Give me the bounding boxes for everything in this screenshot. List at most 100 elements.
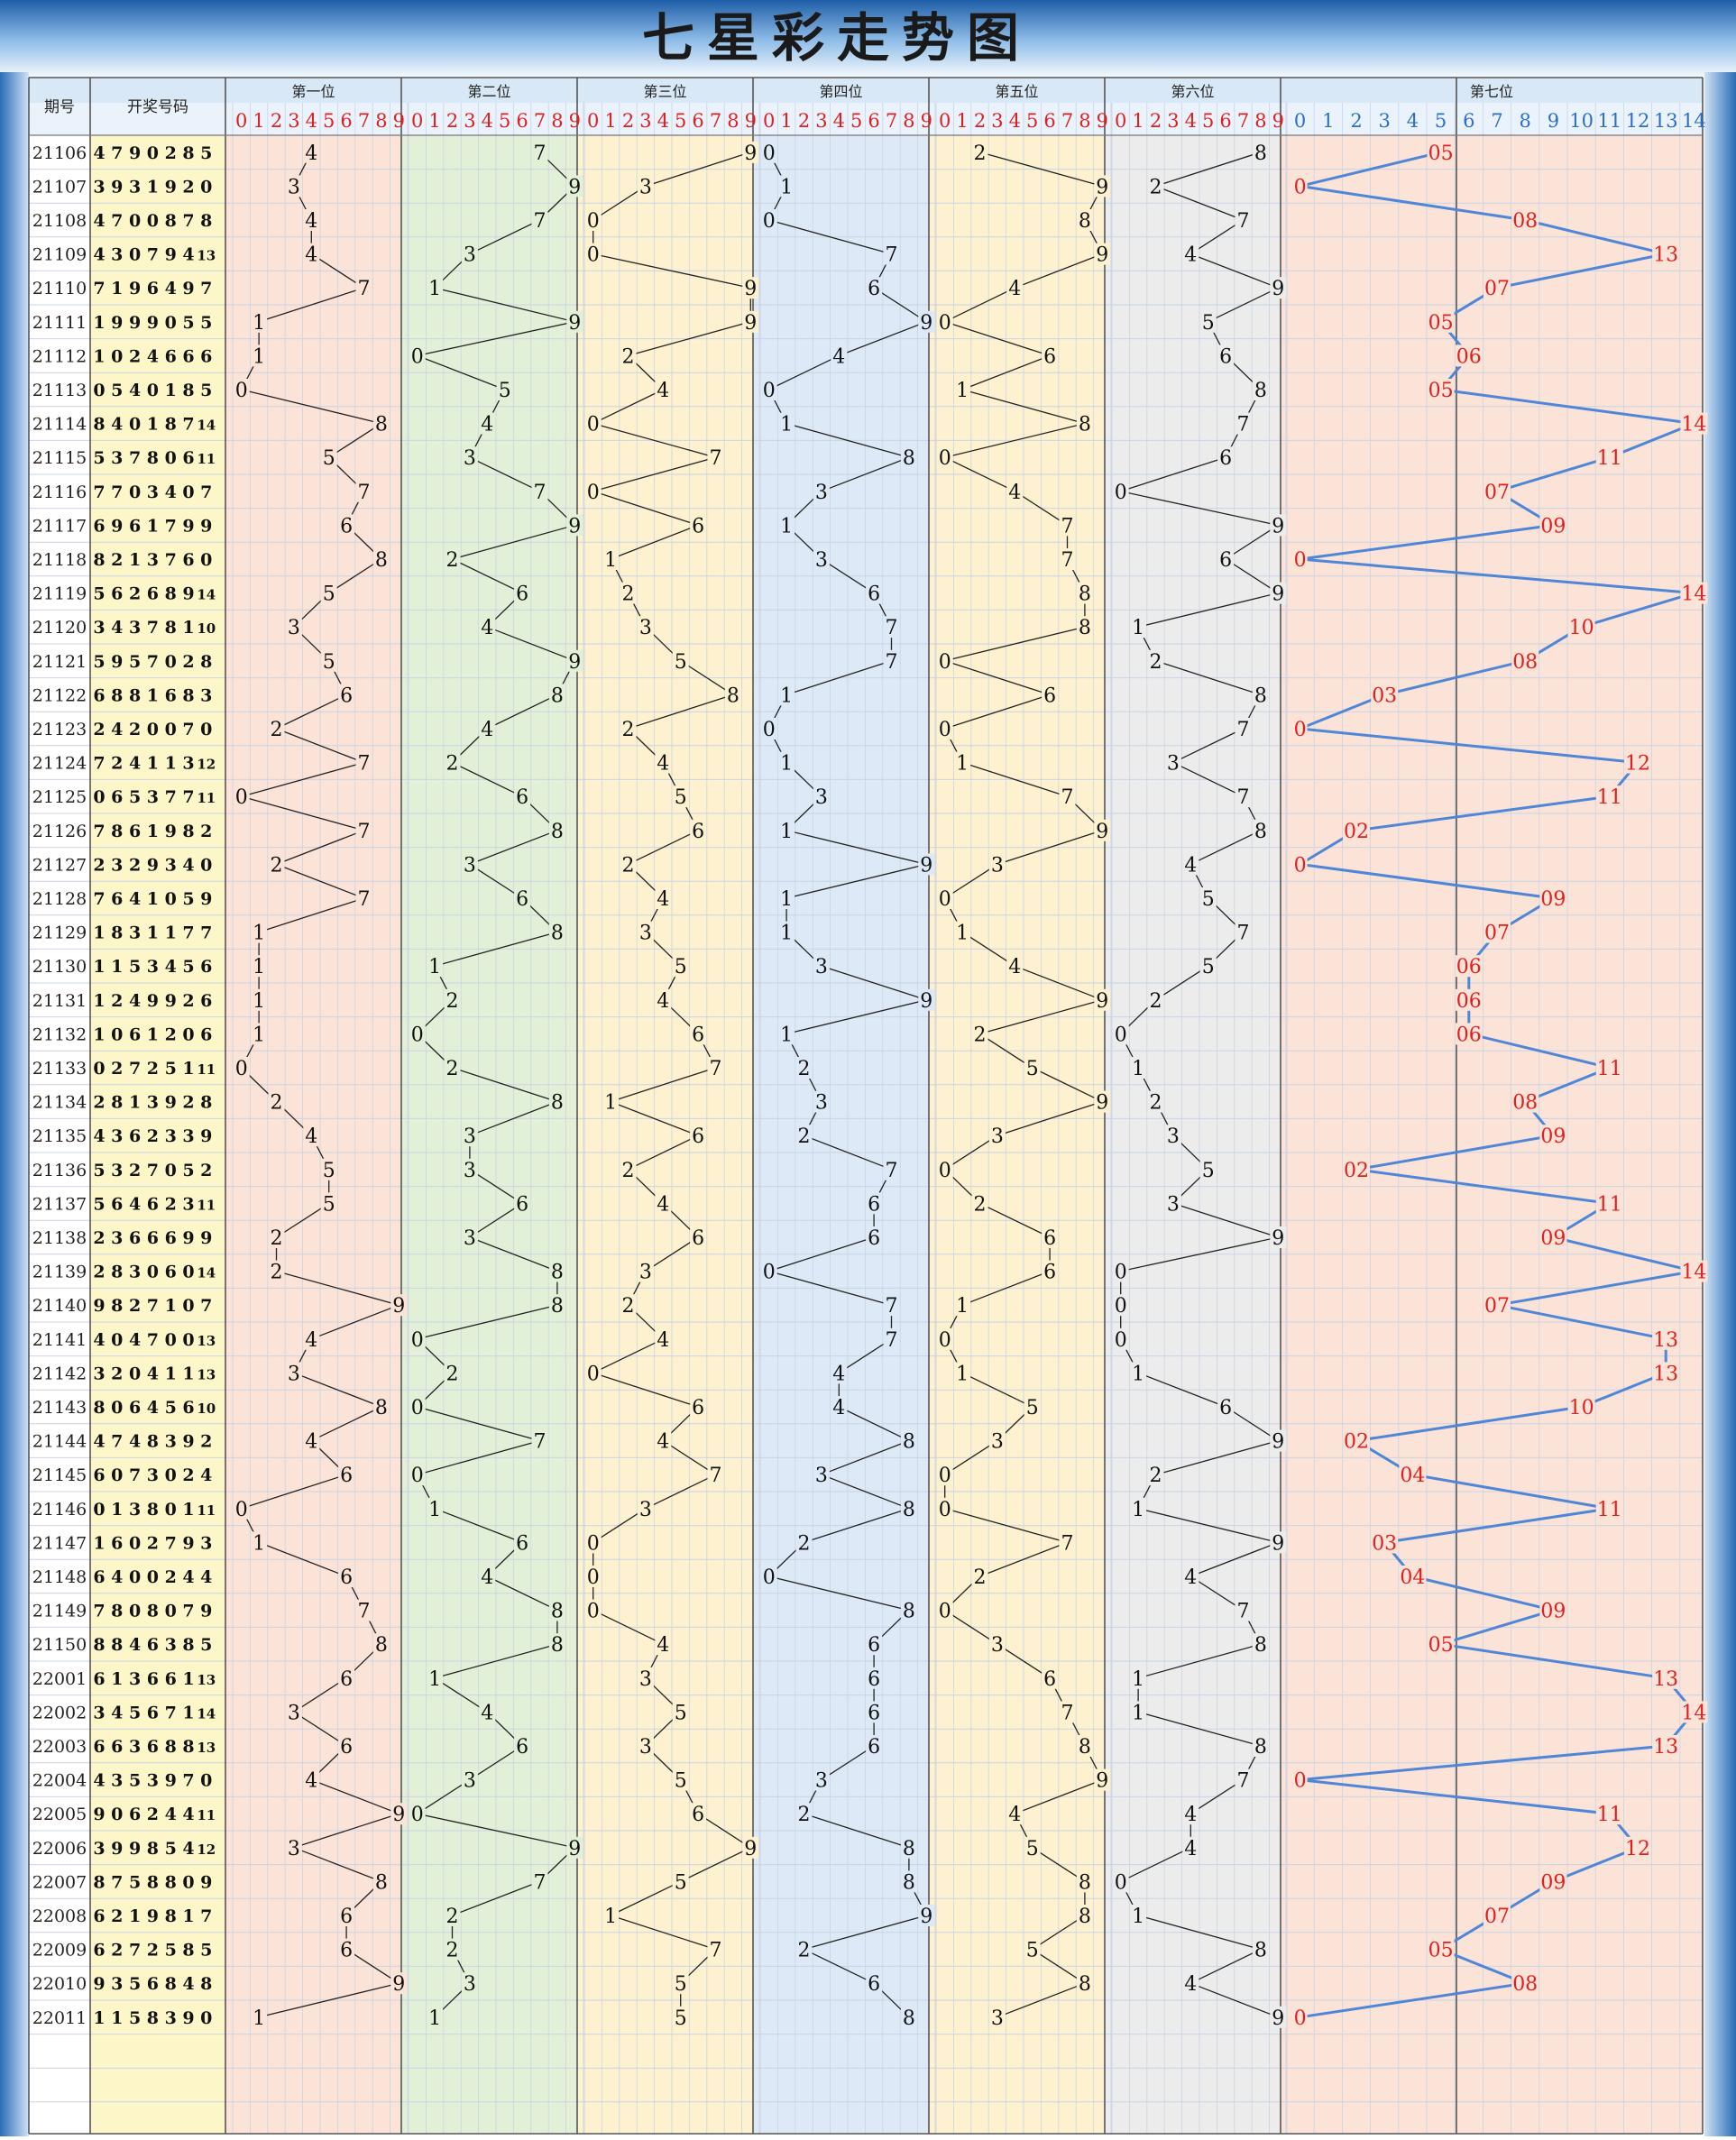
digit-tick-label: 8 <box>1079 110 1090 132</box>
position-5-value: 8 <box>1079 583 1091 606</box>
position-1-value: 4 <box>305 1329 317 1352</box>
value-mark-bg <box>936 649 953 672</box>
value-mark-bg <box>320 446 337 469</box>
draw-number-cell: 1 <box>93 1533 105 1553</box>
draw-number-cell: 9 <box>200 1602 212 1621</box>
position-6-value: 6 <box>1219 1397 1232 1419</box>
value-mark-bg <box>1270 277 1287 299</box>
position-3-trend-segment <box>592 389 664 425</box>
draw-number-cell: 6 <box>111 1737 123 1757</box>
digit-tick-label: 3 <box>1167 110 1179 132</box>
value-mark-bg <box>444 1938 461 1961</box>
value-mark-bg <box>390 1294 408 1317</box>
position-6-value: 7 <box>1237 719 1250 741</box>
value-mark-bg <box>461 1125 478 1147</box>
value-mark-bg <box>1539 1226 1567 1248</box>
draw-number-cell: 4 <box>93 1432 105 1452</box>
position-4-value: 7 <box>886 244 898 267</box>
draw-number-cell: 3 <box>111 245 123 265</box>
value-mark-bg <box>320 649 337 672</box>
position-7-trend-segment <box>1553 1235 1695 1273</box>
value-mark-bg <box>548 1260 565 1282</box>
position-5-value: 0 <box>939 719 951 741</box>
draw-number-cell: 2 <box>182 1465 194 1485</box>
position-2-trend-segment <box>469 1169 523 1204</box>
period-cell: 21121 <box>32 652 87 672</box>
value-mark-bg <box>303 243 320 265</box>
position-2-value: 2 <box>446 990 459 1013</box>
position-4-value: 2 <box>798 1058 811 1080</box>
value-mark-bg <box>338 684 355 706</box>
digit-tick-label: 4 <box>482 110 493 132</box>
value-mark-bg <box>1483 1905 1511 1926</box>
position-5-value: 7 <box>1061 786 1074 809</box>
draw-number-cell: 3 <box>111 855 123 875</box>
draw-number-cell: 3 <box>111 1974 123 1994</box>
value-mark-bg <box>831 344 848 367</box>
position-7-value: 14 <box>1681 414 1706 436</box>
draw-number-cell: 6 <box>147 1635 159 1655</box>
position-5-value: 6 <box>1043 1227 1056 1250</box>
value-mark-bg <box>444 1057 461 1079</box>
value-mark-bg <box>988 2006 1006 2028</box>
draw-number-cell: 3 <box>93 177 105 197</box>
draw-number-cell: 3 <box>147 1093 159 1113</box>
position-2-value: 3 <box>464 1125 476 1148</box>
position-6-value: 6 <box>1219 345 1232 368</box>
position-2-trend-segment <box>452 524 575 560</box>
value-mark-bg <box>936 1599 953 1621</box>
draw-number-cell: 9 <box>165 245 177 265</box>
position-7-value: 09 <box>1540 1871 1566 1894</box>
draw-number-cell: 1 <box>147 889 159 909</box>
value-mark-bg <box>444 1905 461 1926</box>
position-5-value: 9 <box>1096 1092 1108 1115</box>
draw-number-cell: 6 <box>147 1737 159 1757</box>
draw-number-cell: 5 <box>200 1941 212 1961</box>
position-3-trend-segment <box>592 253 751 289</box>
value-mark-bg <box>1217 1396 1235 1418</box>
position-2-value: 4 <box>481 414 493 436</box>
position-7-value: 08 <box>1512 210 1538 233</box>
draw-number-cell: 6 <box>200 991 212 1011</box>
position-5-value: 3 <box>991 854 1004 877</box>
position-1-value: 3 <box>288 1363 300 1385</box>
value-mark-bg <box>866 277 883 299</box>
draw-number-cell: 8 <box>147 1839 159 1859</box>
digit-tick-label: 0 <box>939 110 951 132</box>
value-mark-bg <box>742 277 759 299</box>
position-2-value: 9 <box>568 312 581 335</box>
position-1-value: 2 <box>271 1227 283 1250</box>
position-5-value: 1 <box>956 923 969 945</box>
value-mark-bg <box>338 1735 355 1757</box>
draw-number-cell: 0 <box>129 1602 141 1621</box>
draw-number-cell: 7 <box>147 1296 159 1316</box>
value-mark-bg <box>1427 141 1455 163</box>
position-4-trend-segment <box>785 830 927 866</box>
period-cell: 21150 <box>32 1635 87 1655</box>
position-7-bg <box>1281 78 1703 2134</box>
position-5-value: 7 <box>1061 515 1074 537</box>
draw-number-cell: 9 <box>200 516 212 536</box>
position-5-value: 9 <box>1096 990 1108 1013</box>
period-cell: 21123 <box>32 720 87 739</box>
value-mark-bg <box>1042 1667 1059 1689</box>
draw-number-cell: 5 <box>165 1398 177 1418</box>
value-mark-bg <box>233 1497 250 1520</box>
value-mark-bg <box>1006 1803 1024 1825</box>
period-cell: 22002 <box>32 1703 87 1722</box>
position-7-trend-segment <box>1300 523 1554 561</box>
draw-number-cell: 2 <box>111 550 123 570</box>
position-3-trend-segment <box>628 1134 699 1171</box>
position-1-trend-segment <box>328 423 382 458</box>
position-2-trend-segment <box>434 1643 558 1679</box>
draw-number-cell: 11 <box>197 790 216 806</box>
position-1-value: 4 <box>305 244 317 267</box>
draw-number-cell: 1 <box>93 957 105 977</box>
period-cell: 21149 <box>32 1602 87 1621</box>
draw-number-cell: 6 <box>200 957 212 977</box>
position-5-value: 9 <box>1096 244 1108 267</box>
value-mark-bg <box>672 785 689 808</box>
position-4-trend-segment <box>821 1474 910 1510</box>
value-mark-bg <box>1399 1566 1427 1587</box>
draw-number-cell: 0 <box>147 1567 159 1587</box>
